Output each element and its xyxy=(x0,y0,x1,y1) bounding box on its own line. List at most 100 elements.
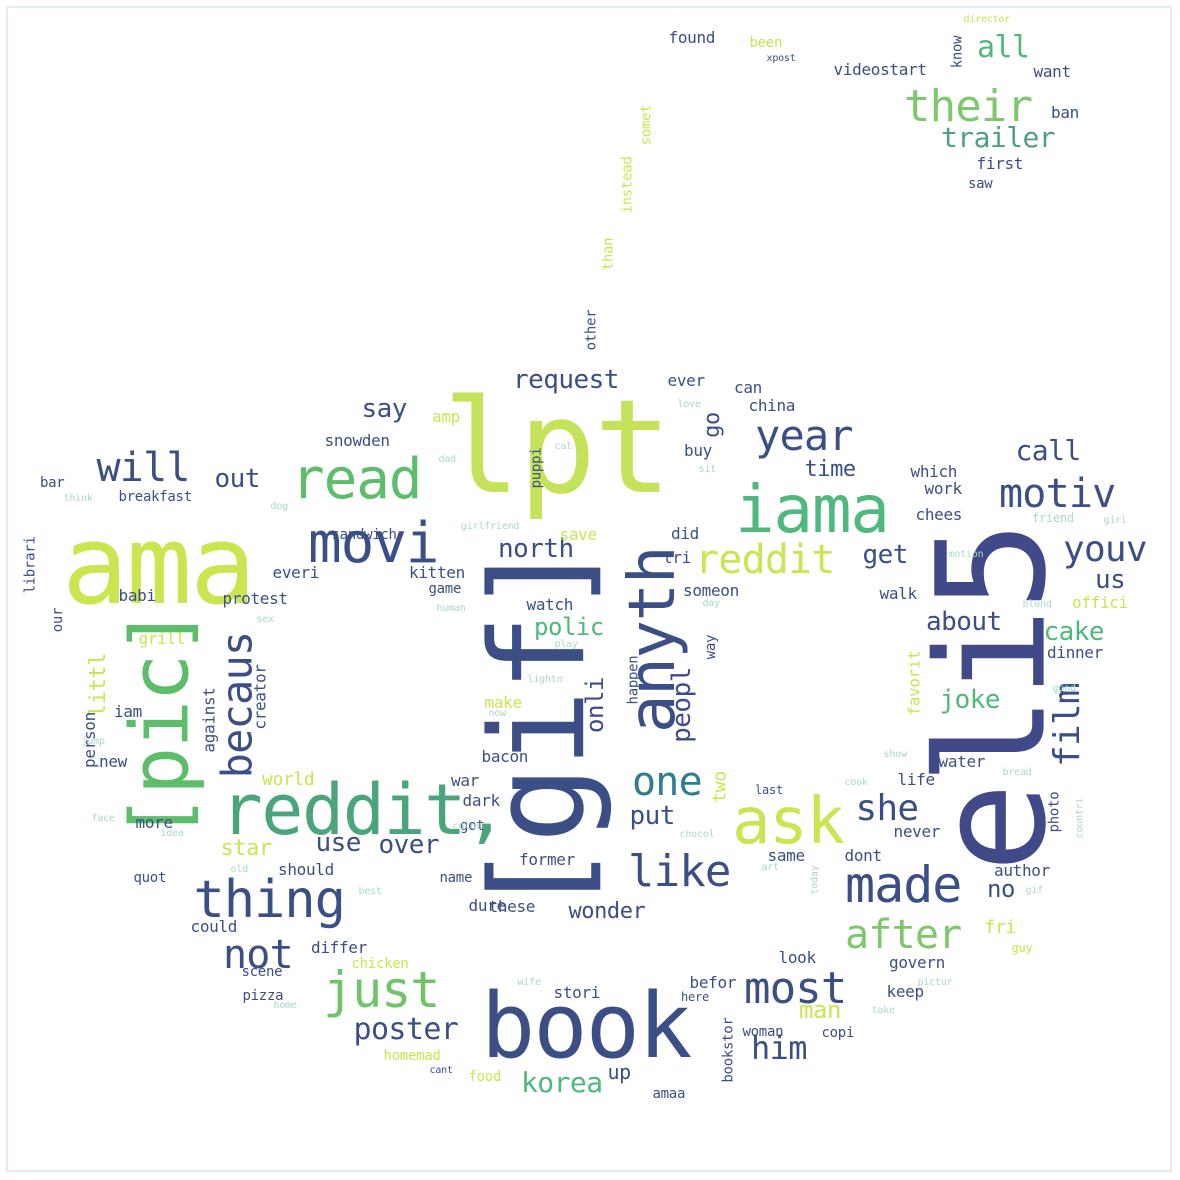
word-176: lightn xyxy=(527,674,563,685)
word-42: about xyxy=(926,607,1002,637)
word-158: bread xyxy=(1002,767,1032,778)
word-35: request xyxy=(513,365,619,395)
word-147: think xyxy=(63,493,93,504)
word-73: more xyxy=(135,813,174,832)
word-26: youv xyxy=(1063,529,1148,570)
word-96: author xyxy=(994,861,1050,880)
word-65: protest xyxy=(222,589,289,608)
word-49: over xyxy=(378,830,440,860)
word-122: bacon xyxy=(481,747,529,766)
word-136: first xyxy=(976,154,1024,173)
word-145: our xyxy=(50,607,67,633)
word-101: dinner xyxy=(1047,643,1103,662)
word-60: everi xyxy=(272,563,320,582)
word-67: grill xyxy=(138,629,186,648)
word-83: stori xyxy=(553,983,601,1002)
word-175: play xyxy=(554,639,578,650)
word-106: which xyxy=(910,462,958,481)
word-162: best xyxy=(358,886,382,897)
word-37: out xyxy=(214,464,261,494)
word-167: cant xyxy=(429,1065,453,1076)
word-91: look xyxy=(778,948,817,967)
word-111: did xyxy=(671,524,699,543)
word-14: just xyxy=(323,961,440,1019)
word-51: star xyxy=(220,836,273,861)
word-0: lpt xyxy=(442,371,673,523)
word-45: peopl xyxy=(666,667,697,743)
word-120: game xyxy=(428,581,462,597)
word-151: girl xyxy=(1103,515,1127,526)
word-155: last xyxy=(755,783,783,797)
word-46: onli xyxy=(580,677,609,733)
word-10: movi xyxy=(308,511,440,576)
word-123: war xyxy=(451,771,479,790)
word-160: today xyxy=(809,865,821,895)
word-94: same xyxy=(767,846,806,865)
word-170: pictur xyxy=(917,977,953,988)
word-77: differ xyxy=(311,938,367,957)
word-28: she xyxy=(855,788,920,829)
word-40: us xyxy=(1095,565,1126,595)
word-44: polic xyxy=(534,613,604,641)
word-152: motion xyxy=(948,549,984,560)
word-87: woman xyxy=(742,1024,784,1040)
word-86: bookstor xyxy=(720,1017,737,1083)
word-144: librari xyxy=(22,536,39,594)
word-63: snowden xyxy=(324,431,391,450)
word-95: never xyxy=(893,822,941,841)
word-88: copi xyxy=(821,1025,855,1041)
word-148: dog xyxy=(270,501,289,512)
word-72: new xyxy=(99,752,127,771)
word-156: cook xyxy=(844,777,868,788)
word-174: human xyxy=(436,603,466,614)
word-138: xpost xyxy=(766,53,796,64)
word-135: ban xyxy=(1051,103,1079,122)
word-109: ever xyxy=(667,371,706,390)
word-105: work xyxy=(924,479,963,498)
word-79: pizza xyxy=(242,988,284,1004)
word-36: say xyxy=(361,394,408,424)
word-163: old xyxy=(230,864,249,875)
word-127: former xyxy=(519,850,575,869)
word-173: chocol xyxy=(679,829,715,840)
word-54: wonder xyxy=(568,899,646,924)
word-104: chees xyxy=(915,505,963,524)
word-6: reddit, xyxy=(220,769,508,851)
word-4: book xyxy=(481,974,692,1079)
word-169: guy xyxy=(1011,941,1033,955)
word-157: show xyxy=(883,749,907,760)
word-59: world xyxy=(262,769,315,790)
word-13: made xyxy=(845,856,962,914)
word-179: cat xyxy=(554,441,573,452)
word-84: befor xyxy=(689,973,737,992)
word-131: been xyxy=(749,35,783,51)
word-50: use xyxy=(315,828,362,858)
word-55: time xyxy=(804,457,857,482)
word-113: someon xyxy=(683,581,739,600)
word-25: will xyxy=(96,445,191,491)
word-166: take xyxy=(871,1005,895,1016)
word-177: now xyxy=(488,708,507,719)
word-98: water xyxy=(938,752,986,771)
word-61: kitten xyxy=(409,563,465,582)
word-168: home xyxy=(273,1000,297,1011)
word-181: sit xyxy=(698,464,717,475)
word-172: art xyxy=(761,862,780,873)
word-82: food xyxy=(468,1069,502,1085)
word-178: dad xyxy=(438,454,457,465)
word-7: iama xyxy=(735,471,890,548)
word-71: iam xyxy=(114,702,142,721)
word-9: ask xyxy=(732,785,845,859)
word-159: countri xyxy=(1073,797,1085,839)
word-102: offici xyxy=(1072,593,1128,612)
word-32: all xyxy=(977,30,1030,65)
word-130: found xyxy=(668,28,716,47)
word-116: happen xyxy=(624,655,641,705)
word-143: somet xyxy=(637,104,654,146)
word-56: littl xyxy=(86,652,112,718)
word-39: get xyxy=(862,540,909,570)
word-89: keep xyxy=(886,982,925,1001)
word-146: bar xyxy=(40,475,65,491)
word-18: reddit xyxy=(695,537,836,583)
word-180: love xyxy=(677,399,701,410)
